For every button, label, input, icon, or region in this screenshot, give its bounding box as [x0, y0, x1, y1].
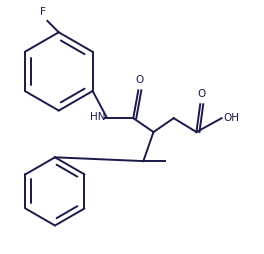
- Text: O: O: [197, 89, 206, 99]
- Text: F: F: [40, 7, 46, 17]
- Text: OH: OH: [223, 113, 239, 123]
- Text: HN: HN: [90, 113, 106, 122]
- Text: O: O: [135, 75, 144, 85]
